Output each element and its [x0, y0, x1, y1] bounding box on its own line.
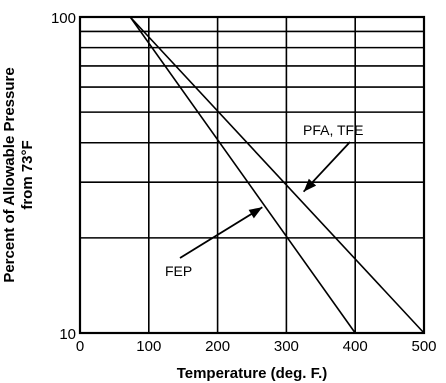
series-lines: [129, 16, 425, 334]
x-tick-label: 400: [343, 338, 368, 355]
y-tick-label: 10: [59, 326, 76, 343]
x-axis-title: Temperature (deg. F.): [177, 365, 328, 382]
y-tick-label: 100: [51, 10, 76, 27]
annotation-label: PFA, TFE: [303, 122, 363, 138]
y-axis-title-line-1: Percent of Allowable Pressure: [1, 67, 18, 282]
annotation-arrow-line: [179, 206, 263, 259]
annotation-arrowhead: [248, 207, 263, 219]
plot-frame: [78, 15, 426, 335]
plot-border: [78, 15, 426, 335]
x-tick-label: 0: [76, 338, 84, 355]
series-line-fep: [129, 16, 356, 334]
tick-labels: 0 100 200 300 400 500 10 100: [51, 10, 437, 355]
x-tick-label: 100: [136, 338, 161, 355]
series-line-pfa-tfe: [129, 16, 425, 334]
x-tick-label: 500: [411, 338, 436, 355]
annotations: PFA, TFE FEP: [165, 122, 363, 279]
annotation-label: FEP: [165, 263, 192, 279]
x-tick-label: 300: [274, 338, 299, 355]
grid: [79, 16, 425, 334]
y-axis-title-line-2: from 73°F: [19, 140, 36, 209]
annotation-arrowhead: [303, 178, 317, 192]
x-tick-label: 200: [205, 338, 230, 355]
